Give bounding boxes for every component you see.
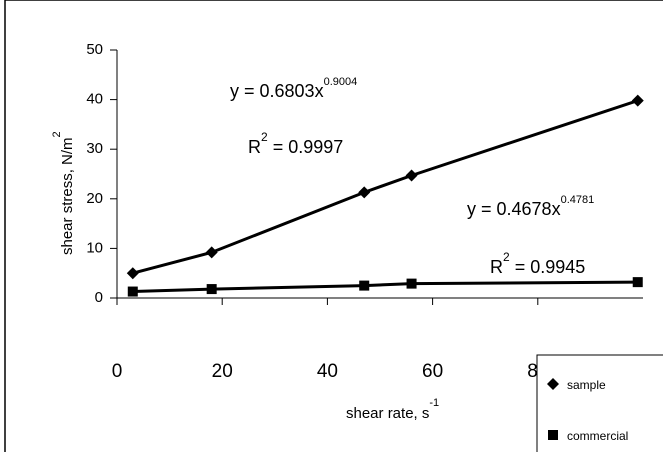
x-axis-label: shear rate, s-1 bbox=[346, 397, 439, 422]
x-axis-label-text: shear rate, s bbox=[346, 405, 429, 422]
y-tick-label: 0 bbox=[95, 289, 103, 306]
equation-annotation: y = 0.4678x0.4781 bbox=[467, 194, 594, 219]
data-point bbox=[126, 267, 139, 280]
x-axis-label-sup: -1 bbox=[429, 397, 439, 409]
equation-annotation: R2 = 0.9997 bbox=[248, 130, 343, 157]
data-point bbox=[127, 286, 138, 297]
y-tick-label: 10 bbox=[86, 239, 103, 256]
y-tick-label: 40 bbox=[86, 91, 103, 108]
equation-annotation: R2 = 0.9945 bbox=[490, 250, 585, 277]
data-point bbox=[631, 94, 644, 107]
chart-frame bbox=[4, 0, 663, 452]
equation-annotation-text: y = 0.6803x bbox=[230, 81, 324, 101]
legend-label: commercial bbox=[567, 429, 628, 443]
equation-annotation-text: = 0.9945 bbox=[510, 257, 586, 277]
equation-annotation-text: = 0.9997 bbox=[268, 137, 344, 157]
equation-annotation-sup: 2 bbox=[261, 130, 268, 144]
data-point bbox=[405, 169, 418, 182]
y-tick-label: 30 bbox=[86, 140, 103, 157]
data-point bbox=[205, 246, 218, 259]
y-axis-label-sup: 2 bbox=[51, 131, 63, 137]
data-point bbox=[406, 278, 417, 289]
x-tick-label: 40 bbox=[317, 361, 338, 382]
y-tick-label: 50 bbox=[86, 41, 103, 58]
series-line bbox=[132, 99, 639, 275]
x-tick-label: 20 bbox=[212, 361, 233, 382]
y-axis-label-text: shear stress, N/m bbox=[59, 137, 76, 255]
equation-annotation-sup: 0.4781 bbox=[561, 194, 595, 206]
equation-annotation-sup: 0.9004 bbox=[324, 76, 358, 88]
y-axis-label: shear stress, N/m2 bbox=[51, 131, 76, 255]
y-tick-label: 20 bbox=[86, 190, 103, 207]
legend-marker bbox=[548, 430, 558, 440]
data-point bbox=[632, 277, 643, 288]
data-point bbox=[358, 186, 371, 199]
data-point bbox=[206, 284, 217, 295]
equation-annotation-pre: R bbox=[248, 137, 261, 157]
x-tick-label: 60 bbox=[422, 361, 443, 382]
legend-marker bbox=[547, 378, 559, 390]
equation-annotation: y = 0.6803x0.9004 bbox=[230, 76, 357, 101]
x-tick-label: 0 bbox=[112, 361, 123, 382]
legend-label: sample bbox=[567, 378, 606, 392]
equation-annotation-text: y = 0.4678x bbox=[467, 199, 561, 219]
equation-annotation-sup: 2 bbox=[503, 250, 510, 264]
data-point bbox=[359, 280, 370, 291]
equation-annotation-pre: R bbox=[490, 257, 503, 277]
